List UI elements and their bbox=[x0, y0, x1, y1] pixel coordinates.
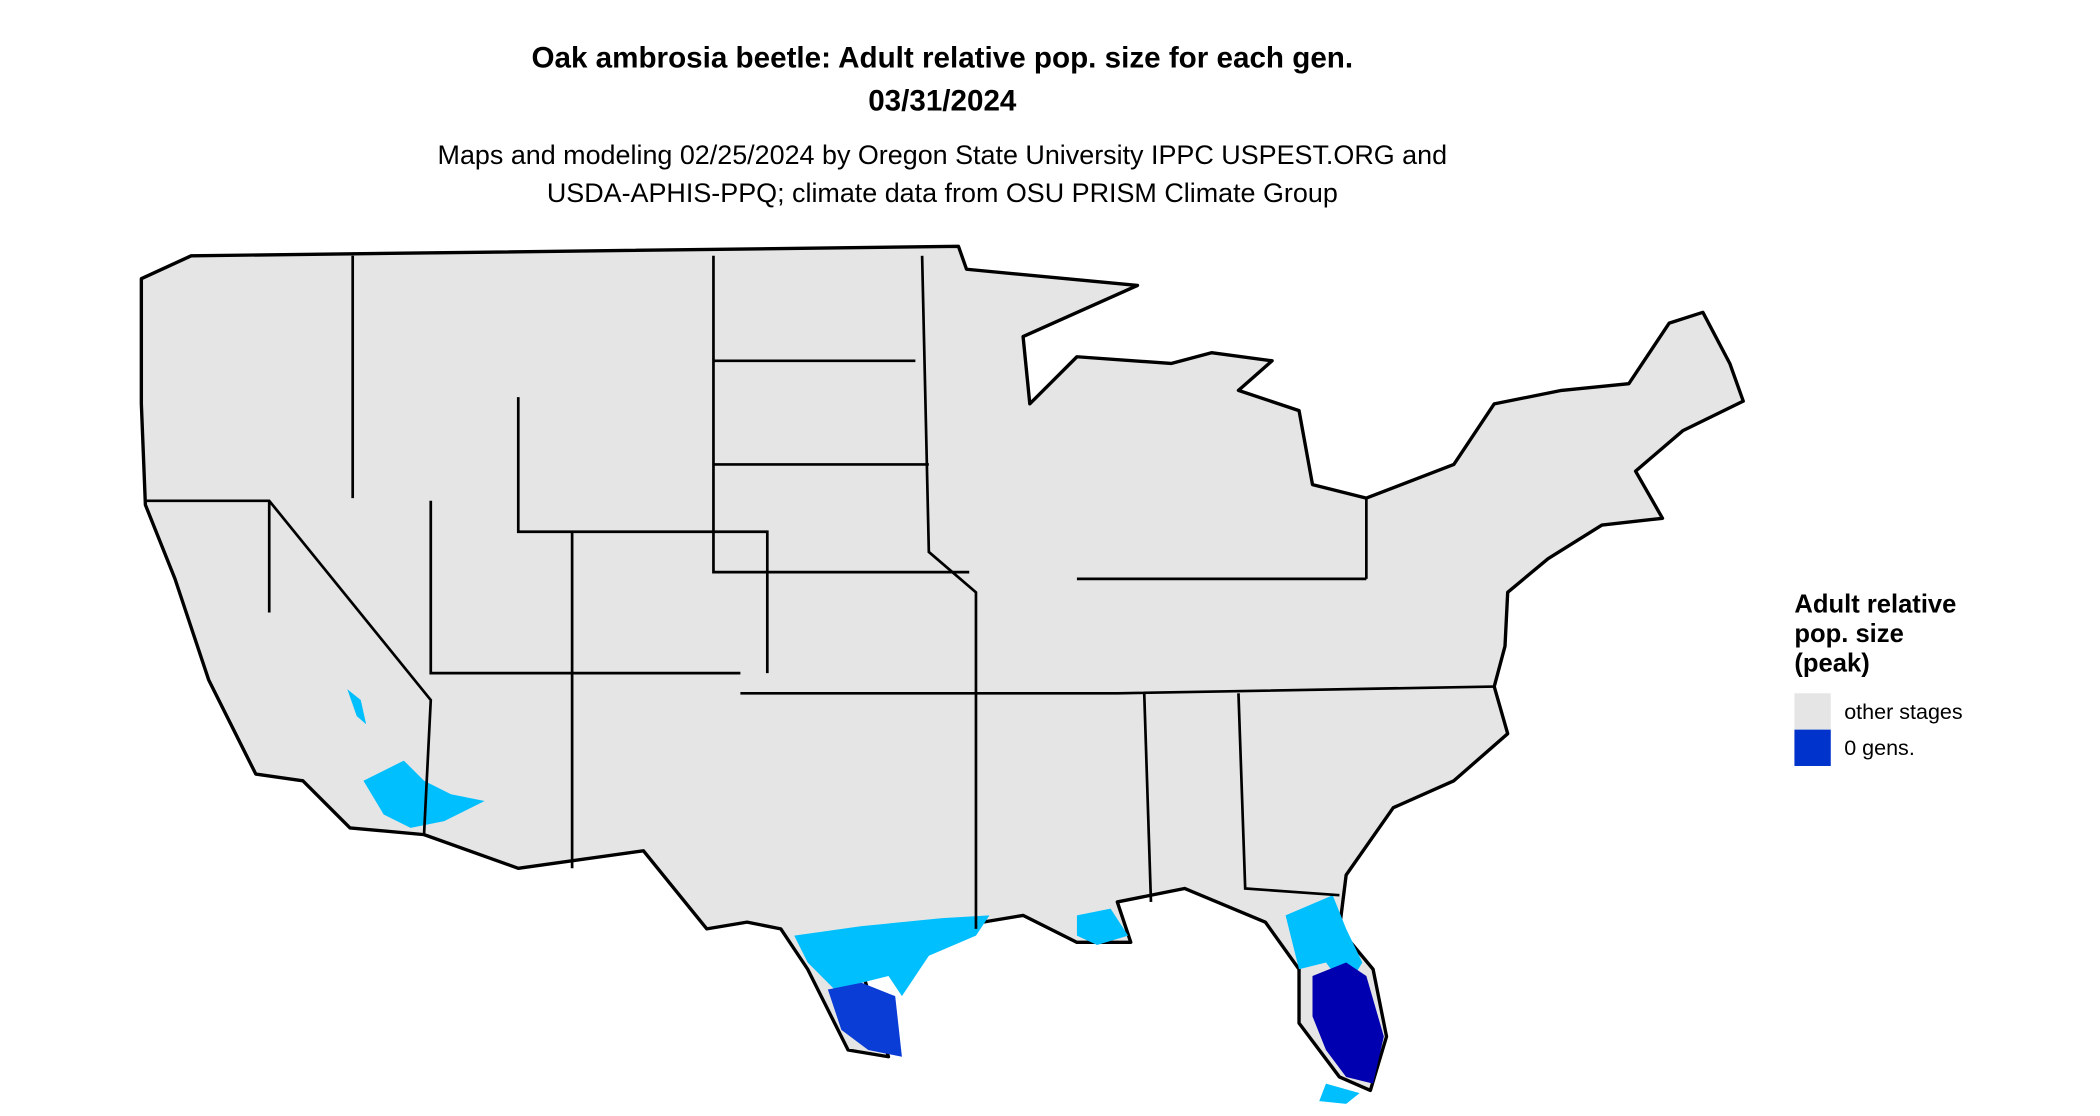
title-date: 03/31/2024 bbox=[868, 84, 1017, 117]
warm-areas bbox=[347, 689, 1384, 1104]
subtitle: Maps and modeling 02/25/2024 by Oregon S… bbox=[438, 140, 1448, 170]
legend-label: other stages bbox=[1844, 700, 1962, 724]
state-borders bbox=[145, 255, 1495, 929]
legend-title: (peak) bbox=[1794, 650, 1869, 678]
legend-swatch bbox=[1794, 729, 1831, 766]
us-outline bbox=[139, 244, 1745, 1093]
subtitle: USDA-APHIS-PPQ; climate data from OSU PR… bbox=[547, 178, 1338, 208]
title: Oak ambrosia beetle: Adult relative pop.… bbox=[531, 41, 1353, 74]
legend-title: pop. size bbox=[1794, 620, 1903, 648]
legend-label: 0 gens. bbox=[1844, 736, 1915, 760]
legend-title: Adult relative bbox=[1794, 591, 1956, 619]
legend-swatch bbox=[1794, 693, 1831, 730]
